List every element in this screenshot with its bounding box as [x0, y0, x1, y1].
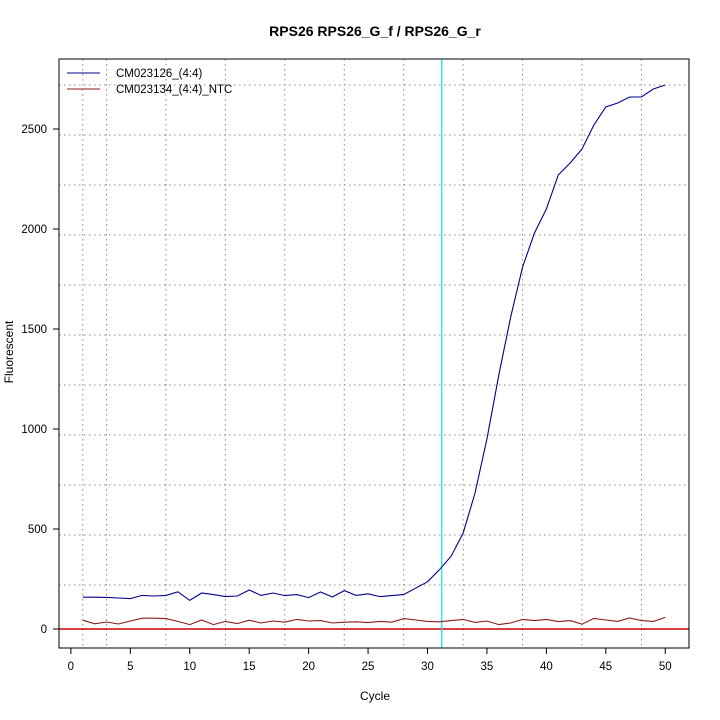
reference-lines [59, 59, 689, 648]
x-tick-label: 10 [183, 661, 196, 673]
x-tick-label: 50 [659, 661, 672, 673]
legend: CM023126_(4:4) CM023134_(4:4)_NTC [67, 68, 232, 96]
y-tick-label: 0 [41, 624, 47, 636]
series-line-1 [82, 84, 666, 602]
y-tick-label: 1000 [21, 424, 47, 436]
x-tick-label: 30 [421, 661, 434, 673]
x-axis-label: Cycle [360, 689, 390, 703]
x-tick-label: 45 [599, 661, 612, 673]
y-tick-label: 2000 [21, 224, 47, 236]
x-tick-label: 15 [243, 661, 256, 673]
series-lines [82, 84, 666, 626]
x-tick-label: 25 [362, 661, 375, 673]
y-tick-label: 1500 [21, 324, 47, 336]
y-tick-label: 500 [28, 524, 47, 536]
x-tick-label: 5 [127, 661, 133, 673]
chart-title: RPS26 RPS26_G_f / RPS26_G_r [269, 23, 481, 39]
y-tick-label: 2500 [21, 124, 47, 136]
series-line-2 [82, 616, 666, 626]
legend-label-series-2: CM023134_(4:4)_NTC [116, 84, 232, 96]
legend-label-series-1: CM023126_(4:4) [116, 68, 202, 80]
x-tick-label: 35 [481, 661, 494, 673]
grid-lines [59, 59, 689, 648]
x-tick-label: 20 [302, 661, 315, 673]
y-axis-label: Fluorescent [2, 320, 16, 383]
plot-frame [58, 58, 690, 649]
x-tick-label: 40 [540, 661, 553, 673]
x-tick-label: 0 [68, 661, 74, 673]
